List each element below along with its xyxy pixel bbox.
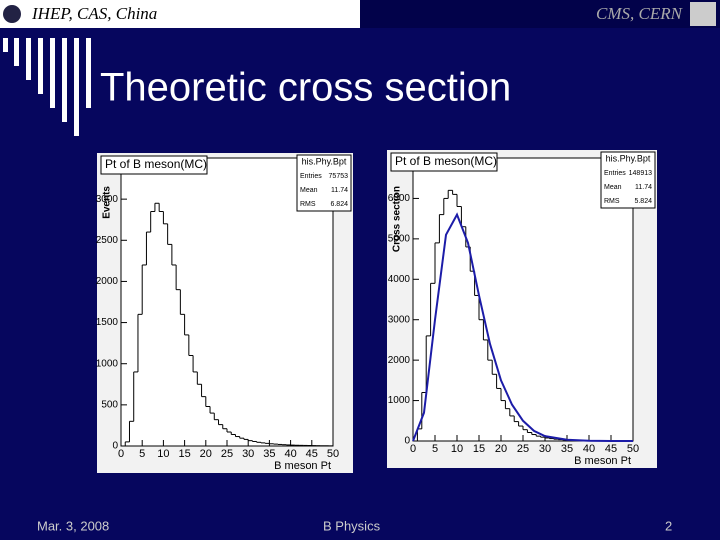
footer-topic: B Physics	[323, 518, 381, 533]
y-tick-label: 0	[112, 441, 118, 452]
x-axis-label: B meson Pt	[274, 460, 331, 472]
x-tick-label: 25	[221, 448, 233, 460]
x-tick-label: 15	[473, 443, 485, 455]
stats-value: 148913	[629, 170, 652, 177]
slide-title: Theoretic cross section	[100, 66, 511, 110]
x-tick-label: 25	[517, 443, 529, 455]
footer-page: 2	[665, 518, 672, 533]
y-tick-label: 5000	[388, 233, 411, 244]
stats-value: 75753	[329, 173, 349, 180]
x-tick-label: 15	[178, 448, 190, 460]
logo	[3, 5, 21, 23]
x-tick-label: 5	[432, 443, 438, 455]
x-tick-label: 45	[605, 443, 617, 455]
stats-value: 6.824	[330, 201, 348, 208]
y-tick-label: 3000	[388, 314, 411, 325]
header-right: CMS, CERN	[596, 4, 684, 23]
y-tick-label: 0	[404, 436, 410, 447]
chart-title: Pt of B meson(MC)	[395, 154, 497, 168]
title-box	[390, 152, 498, 172]
x-tick-label: 35	[263, 448, 275, 460]
chart-title: Pt of B meson(MC)	[105, 157, 207, 171]
x-tick-label: 40	[284, 448, 296, 460]
x-tick-label: 0	[410, 443, 416, 455]
header-right-box	[360, 0, 720, 28]
x-tick-label: 5	[139, 448, 145, 460]
stats-label: RMS	[604, 198, 620, 205]
plot-frame	[412, 157, 634, 442]
y-tick-label: 6000	[388, 193, 411, 204]
stats-label: Entries	[604, 170, 626, 177]
x-axis-label: B meson Pt	[574, 455, 631, 467]
y-tick-label: 3000	[96, 194, 119, 205]
stats-box	[296, 154, 352, 212]
x-tick-label: 10	[157, 448, 169, 460]
header-left: IHEP, CAS, China	[31, 4, 157, 23]
y-tick-label: 1000	[96, 358, 119, 369]
x-tick-label: 30	[539, 443, 551, 455]
x-tick-label: 50	[327, 448, 339, 460]
stats-value: 5.824	[634, 198, 652, 205]
stats-title: his.Phy.Bpt	[302, 156, 347, 166]
x-tick-label: 35	[561, 443, 573, 455]
fit-curve	[412, 212, 633, 442]
header-left-box	[0, 0, 360, 28]
x-tick-label: 0	[118, 448, 124, 460]
x-tick-label: 45	[306, 448, 318, 460]
x-tick-label: 30	[242, 448, 254, 460]
stats-label: Entries	[300, 173, 322, 180]
y-axis-label: Events	[102, 186, 113, 219]
x-tick-label: 50	[627, 443, 639, 455]
logo	[690, 2, 716, 26]
stats-label: Mean	[604, 184, 622, 191]
x-tick-label: 10	[451, 443, 463, 455]
y-tick-label: 2000	[388, 355, 411, 366]
y-axis-label: Cross section	[392, 186, 403, 252]
x-tick-label: 20	[200, 448, 212, 460]
stats-title: his.Phy.Bpt	[606, 153, 651, 163]
y-tick-label: 2000	[96, 276, 119, 287]
y-tick-label: 2500	[96, 235, 119, 246]
y-tick-label: 500	[101, 399, 118, 410]
title-box	[100, 155, 208, 175]
y-tick-label: 4000	[388, 274, 411, 285]
y-tick-label: 1000	[388, 395, 411, 406]
stats-label: Mean	[300, 187, 318, 194]
y-tick-label: 1500	[96, 317, 119, 328]
x-tick-label: 40	[583, 443, 595, 455]
stats-label: RMS	[300, 201, 316, 208]
footer-date: Mar. 3, 2008	[37, 518, 109, 533]
stats-value: 11.74	[635, 184, 652, 191]
decoration	[3, 38, 91, 136]
stats-box	[600, 151, 656, 209]
x-tick-label: 20	[495, 443, 507, 455]
stats-value: 11.74	[331, 187, 348, 194]
